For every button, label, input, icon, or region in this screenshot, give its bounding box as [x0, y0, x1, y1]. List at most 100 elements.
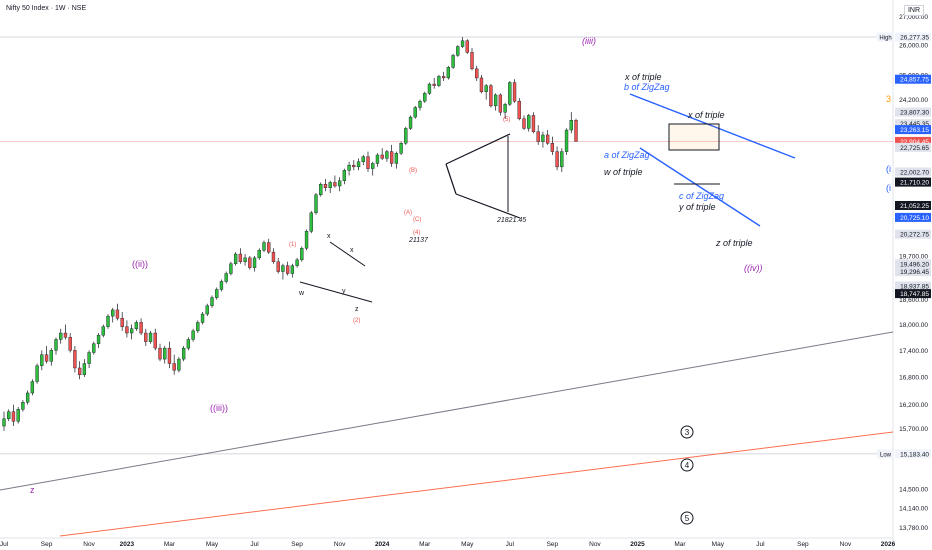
x-tick-label-20: Nov: [840, 541, 852, 548]
candle-53: [252, 257, 257, 268]
candle-24: [115, 309, 120, 319]
candle-117: [555, 151, 559, 168]
currency-badge[interactable]: INR: [903, 5, 924, 16]
x-tick-label-2: Nov: [83, 541, 95, 548]
wedge-upper-line[interactable]: [329, 241, 366, 267]
y-tick-label-5: 18,600.00: [899, 297, 928, 304]
candle-48: [229, 263, 233, 274]
price-tag-prefix-bg-0: [877, 32, 894, 42]
price-tag-11: 20,272.75: [900, 232, 929, 239]
candle-116: [550, 143, 555, 152]
x-tick-label-7: Sep: [291, 541, 303, 548]
y-tick-label-7: 17,400.00: [899, 348, 928, 355]
y-tick-label-14: 13,780.00: [899, 525, 928, 532]
price-tag-4: 23,263.15: [900, 127, 929, 134]
consolidation-box[interactable]: [668, 123, 720, 151]
y-tick-label-1: 26,000.00: [899, 43, 928, 50]
price-tag-prefix-bg-16: [877, 449, 894, 459]
wave-label-y: y: [342, 288, 346, 295]
candle-105: [498, 94, 503, 113]
wave-label-5: (5): [503, 117, 510, 123]
price-tag-8: 21,710.20: [900, 180, 929, 187]
circle-3-label: 3: [685, 428, 690, 437]
wave-label-iiii: (iiii): [582, 36, 596, 46]
y-tick-label-13: 14,140.00: [899, 505, 928, 512]
candle-5: [25, 392, 30, 403]
candle-95: [451, 55, 455, 68]
circle-4-label: 4: [685, 461, 690, 470]
wave-label-iii: ((iii)): [210, 403, 228, 413]
wave-label-4: (4): [413, 230, 420, 236]
candlestick-series: [2, 37, 578, 431]
price-tag-bg-13: [895, 267, 931, 277]
candle-113: [536, 131, 540, 142]
candle-120: [569, 120, 573, 131]
price-tag-bg-0: [895, 32, 931, 42]
candle-26: [125, 326, 129, 334]
price-tag-bg-14: [895, 281, 931, 291]
candle-80: [380, 154, 384, 159]
x-tick-label-16: Mar: [674, 541, 686, 548]
x-tick-label-10: Mar: [419, 541, 431, 548]
candle-111: [527, 115, 531, 129]
candle-40: [191, 330, 195, 340]
long-term-trendline[interactable]: [0, 331, 894, 491]
candle-114: [541, 134, 545, 142]
candle-64: [304, 231, 309, 249]
candle-52: [248, 257, 252, 268]
price-tag-prefix-16: Low: [880, 452, 892, 458]
wave-label-1: (1): [289, 242, 296, 248]
triangle-upper-line[interactable]: [445, 133, 511, 165]
candle-47: [224, 273, 228, 282]
candle-89: [423, 93, 427, 102]
candle-30: [144, 332, 148, 342]
price-tag-bg-16: [895, 449, 931, 459]
price-tag-10: 20,725.10: [900, 215, 929, 222]
candle-83: [394, 153, 399, 164]
candle-50: [238, 253, 243, 262]
circle-5-marker: 5: [680, 511, 694, 525]
wave-label-x-2: x: [350, 247, 354, 254]
candle-98: [465, 40, 469, 53]
candle-9: [44, 354, 49, 362]
horizontal-lines: [0, 36, 893, 455]
candle-29: [139, 322, 143, 334]
candle-43: [205, 305, 209, 315]
candle-84: [399, 143, 403, 154]
price-tag-bg-11: [895, 229, 931, 239]
candle-0: [2, 418, 6, 427]
candle-107: [508, 82, 512, 105]
candle-44: [210, 297, 214, 306]
channel-upper-line[interactable]: [629, 93, 796, 159]
channel-lower-line[interactable]: [639, 147, 761, 227]
candle-88: [418, 100, 422, 108]
candle-115: [545, 134, 550, 144]
triangle-lower-line[interactable]: [455, 193, 521, 219]
candle-101: [479, 77, 484, 92]
wave-label-iv: ((iv)): [744, 263, 763, 273]
wedge-lower-line[interactable]: [299, 281, 373, 303]
candle-6: [30, 381, 35, 394]
y-tick-label-3: 24,200.00: [899, 97, 928, 104]
candle-100: [475, 68, 479, 79]
long-term-orange-trendline[interactable]: [59, 431, 894, 537]
x-tick-label-9: 2024: [375, 541, 390, 548]
candle-94: [446, 67, 451, 79]
y-tick-label-9: 16,200.00: [899, 402, 928, 409]
candle-34: [163, 347, 167, 360]
candle-77: [366, 156, 370, 169]
candle-3: [16, 409, 20, 422]
label-w-of-triple: w of triple: [604, 167, 643, 177]
candle-96: [456, 46, 460, 56]
candle-23: [111, 309, 115, 317]
candle-33: [158, 347, 162, 360]
candle-14: [68, 337, 72, 351]
price-tag-1: 24,857.75: [900, 77, 929, 84]
y-tick-label-0: 27,000.00: [899, 14, 928, 21]
candle-82: [389, 151, 394, 164]
candle-32: [153, 332, 157, 349]
x-tick-label-12: Jul: [506, 541, 515, 548]
price-tag-bg-15: [895, 289, 931, 299]
time-axis-labels: Jul Sep Nov 2023 Mar May Jul Sep Nov 2024 Mar May Ju…: [0, 541, 896, 548]
